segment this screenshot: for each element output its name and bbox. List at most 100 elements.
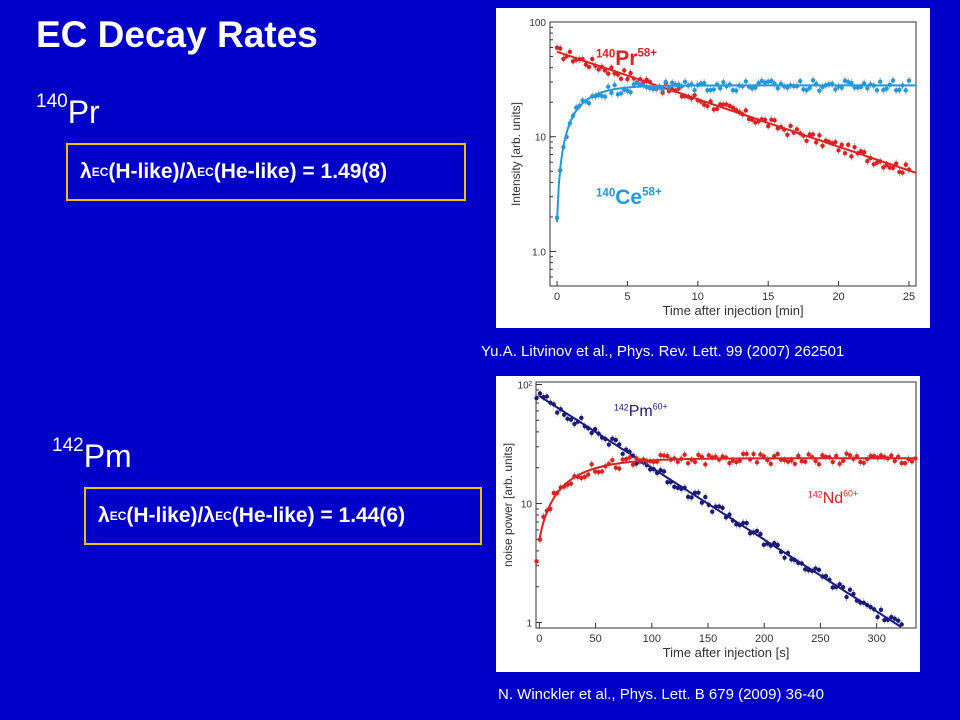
data-point (558, 46, 563, 51)
data-point (730, 458, 736, 463)
data-point (743, 79, 748, 84)
data-point (625, 76, 630, 82)
data-point (665, 453, 670, 459)
data-point (772, 118, 777, 123)
data-point (830, 459, 835, 465)
data-point (785, 459, 791, 464)
series-ce (554, 76, 916, 223)
data-point (617, 466, 622, 471)
data-point (744, 520, 749, 526)
data-point (628, 70, 633, 76)
data-point (847, 453, 853, 458)
data-point (596, 469, 601, 475)
data-point (792, 461, 798, 466)
data-point (753, 85, 758, 90)
data-point (589, 430, 594, 436)
series-pr (554, 43, 917, 177)
data-point (761, 454, 767, 459)
data-point (622, 68, 627, 73)
data-point (579, 415, 584, 421)
data-point (830, 585, 835, 590)
data-point (816, 462, 822, 467)
data-point (592, 469, 598, 474)
data-point (772, 453, 777, 459)
data-point (741, 451, 746, 457)
data-point (887, 165, 892, 170)
data-point (756, 81, 761, 86)
data-point (849, 154, 854, 159)
data-point (658, 452, 663, 458)
data-point (844, 594, 849, 600)
data-point (692, 87, 697, 93)
data-point (751, 451, 756, 457)
data-point (854, 453, 860, 459)
plot-pm-nd: 0 50 100 150 200 250 300 1 10 10² Time after injec… (496, 376, 920, 672)
x-tick-label: 50 (589, 633, 601, 645)
data-point (606, 442, 612, 447)
data-point (878, 607, 884, 613)
data-point (714, 106, 720, 112)
data-point (775, 86, 780, 91)
data-point (909, 459, 915, 464)
data-point (769, 78, 774, 84)
data-point (682, 452, 687, 457)
fit-line (556, 50, 917, 174)
data-point (672, 484, 677, 490)
data-point (727, 460, 732, 466)
data-point (582, 474, 587, 480)
x-axis-label: Time after injection [min] (662, 303, 803, 318)
data-point (634, 456, 639, 461)
data-point (897, 87, 902, 93)
data-point (689, 495, 694, 500)
data-point (618, 91, 624, 96)
data-point (612, 82, 617, 88)
data-point (816, 567, 822, 573)
data-point (702, 80, 707, 86)
data-point (889, 614, 894, 620)
data-point (813, 458, 818, 464)
data-point (665, 480, 670, 485)
data-point (878, 453, 884, 458)
data-point (875, 614, 880, 620)
data-point (568, 417, 574, 422)
data-point (758, 452, 763, 457)
data-point (567, 49, 573, 55)
x-tick-label: 0 (536, 633, 542, 645)
data-point (861, 150, 867, 155)
data-point (882, 617, 887, 623)
data-point (768, 461, 773, 467)
citation-litvinov: Yu.A. Litvinov et al., Phys. Rev. Lett. … (481, 343, 845, 360)
data-point (730, 105, 736, 111)
data-point (711, 87, 717, 92)
data-point (782, 555, 787, 560)
data-point (785, 132, 790, 137)
data-point (775, 451, 780, 457)
data-point (660, 87, 665, 92)
data-point (833, 87, 838, 92)
data-point (794, 127, 800, 132)
data-point (706, 453, 711, 458)
data-point (537, 391, 543, 396)
data-point (534, 395, 539, 401)
data-point (675, 485, 680, 491)
y-tick-label: 10 (521, 500, 533, 511)
x-tick-label: 250 (811, 633, 829, 645)
x-tick-label: 150 (699, 633, 717, 645)
data-point (620, 451, 625, 457)
data-point (627, 455, 632, 460)
data-point (754, 460, 760, 465)
data-point (590, 56, 595, 62)
data-point (696, 490, 701, 495)
data-point (804, 87, 809, 93)
data-point (710, 509, 715, 514)
decay-ratio-box-pr: λ EC (H-like)/λ EC (He-like) = 1.49(8) (66, 143, 466, 201)
data-point (890, 78, 896, 83)
x-tick-label: 20 (832, 291, 844, 303)
data-point (892, 616, 897, 621)
series-label-ce: 140Ce58+ (596, 186, 662, 209)
data-point (839, 142, 844, 147)
data-point (586, 64, 592, 70)
data-point (820, 453, 825, 458)
data-point (833, 140, 838, 145)
data-point (534, 559, 539, 564)
